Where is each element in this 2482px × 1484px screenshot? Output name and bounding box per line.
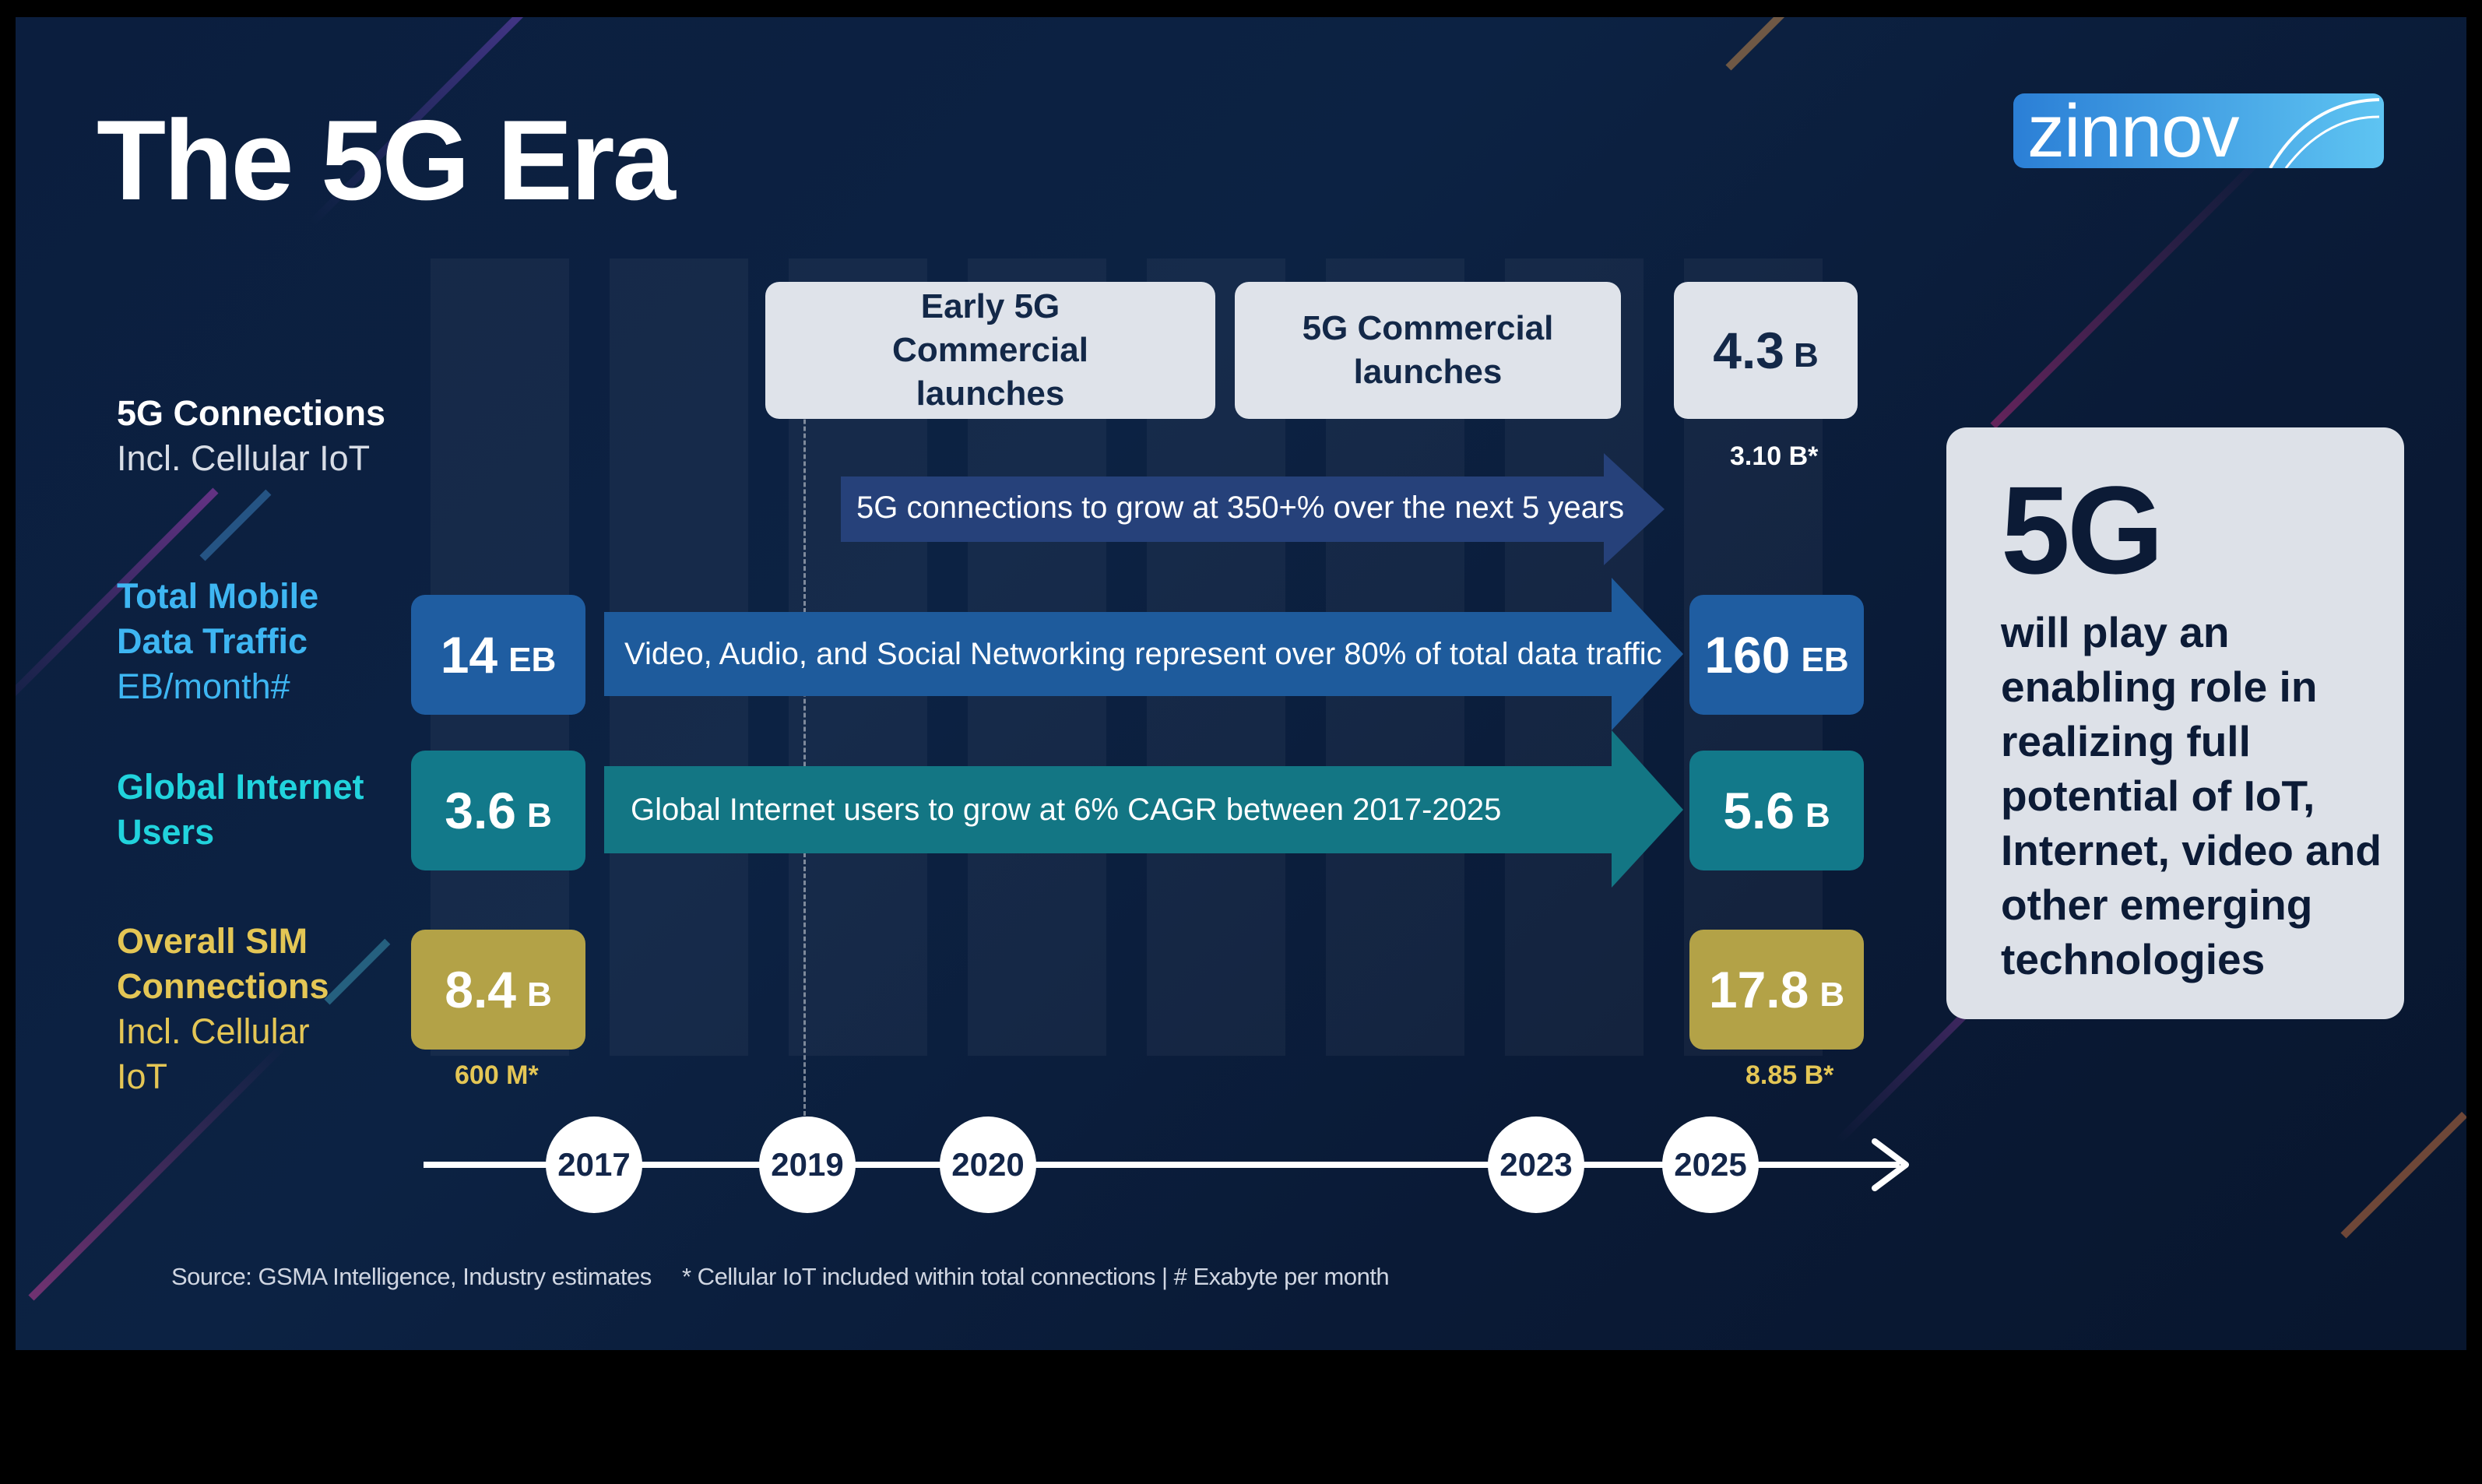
year-2025: 2025	[1662, 1117, 1759, 1213]
note-connections-2025: 3.10 B*	[1730, 441, 1819, 471]
arrow-connections-text: 5G connections to grow at 350+% over the…	[856, 491, 1625, 525]
value-unit: B	[1805, 797, 1830, 835]
year-2019: 2019	[759, 1117, 856, 1213]
row-label-sub: Incl. Cellular IoT	[117, 1011, 310, 1096]
note-sim-2017: 600 M*	[455, 1060, 539, 1090]
timeline-axis	[424, 1138, 1909, 1191]
value-number: 160	[1704, 626, 1791, 684]
value-number: 4.3	[1713, 322, 1784, 379]
callout-text: Early 5G Commercial launches	[892, 287, 1088, 413]
value-internet-2017: 3.6 B	[411, 751, 585, 870]
sidebar-box: 5G will play an enabling role in realizi…	[1946, 427, 2404, 1019]
arrow-internet-shape	[604, 730, 1683, 888]
callout-5g-launch: 5G Commercial launches	[1235, 282, 1621, 419]
row-label-5g-connections: 5G Connections Incl. Cellular IoT	[117, 391, 385, 481]
dashed-marker-2019	[803, 329, 806, 1123]
arrow-connections-shape	[841, 453, 1665, 565]
year-2023: 2023	[1488, 1117, 1584, 1213]
year-2017: 2017	[546, 1117, 642, 1213]
zinnov-logo: zinnov	[2013, 93, 2384, 168]
callout-text: 5G Commercial launches	[1302, 309, 1554, 391]
arrow-internet-text: Global Internet users to grow at 6% CAGR…	[631, 793, 1502, 827]
value-sim-2025: 17.8 B	[1689, 930, 1864, 1050]
value-unit: B	[1793, 336, 1819, 375]
value-number: 14	[440, 626, 498, 684]
page-title: The 5G Era	[97, 97, 676, 223]
row-label-main: Total Mobile Data Traffic	[117, 576, 319, 661]
value-number: 5.6	[1723, 782, 1795, 839]
value-number: 3.6	[445, 782, 516, 839]
row-label-sub: EB/month#	[117, 666, 290, 706]
value-unit: EB	[508, 641, 557, 679]
row-label-main: Overall SIM Connections	[117, 921, 329, 1006]
sidebar-headline: 5G	[2001, 460, 2164, 600]
value-unit: B	[526, 797, 552, 835]
row-label-data-traffic: Total Mobile Data Traffic EB/month#	[117, 574, 350, 709]
arrow-traffic-text: Video, Audio, and Social Networking repr…	[624, 637, 1662, 671]
row-label-sim-connections: Overall SIM Connections Incl. Cellular I…	[117, 919, 350, 1099]
logo-text: zinnov	[2027, 93, 2239, 168]
year-2020: 2020	[940, 1117, 1036, 1213]
value-unit: B	[526, 976, 552, 1014]
row-label-main: 5G Connections	[117, 393, 386, 433]
value-number: 8.4	[445, 961, 516, 1018]
note-sim-2025: 8.85 B*	[1745, 1060, 1834, 1090]
callout-early-5g: Early 5G Commercial launches	[765, 282, 1215, 419]
row-label-main: Global Internet Users	[117, 767, 364, 852]
footer-source: Source: GSMA Intelligence, Industry esti…	[171, 1263, 652, 1290]
value-internet-2025: 5.6 B	[1689, 751, 1864, 870]
logo-swoosh-icon	[2269, 98, 2380, 168]
sidebar-text: will play an enabling role in realizing …	[2001, 608, 2382, 983]
slide: The 5G Era zinnov 5G Connections Incl. C…	[16, 17, 2466, 1350]
arrow-connections	[604, 453, 1683, 888]
value-sim-2017: 8.4 B	[411, 930, 585, 1050]
row-label-internet-users: Global Internet Users	[117, 765, 381, 855]
value-unit: B	[1819, 976, 1845, 1014]
value-traffic-2017: 14 EB	[411, 595, 585, 715]
row-label-sub: Incl. Cellular IoT	[117, 438, 371, 478]
timeline-arrowhead-icon	[1872, 1138, 1909, 1191]
footer-footnote: * Cellular IoT included within total con…	[682, 1263, 1390, 1290]
value-traffic-2025: 160 EB	[1689, 595, 1864, 715]
value-number: 17.8	[1708, 961, 1809, 1018]
arrow-traffic-shape	[604, 578, 1683, 730]
value-unit: EB	[1801, 641, 1849, 679]
callout-connections-2025: 4.3 B	[1674, 282, 1858, 419]
